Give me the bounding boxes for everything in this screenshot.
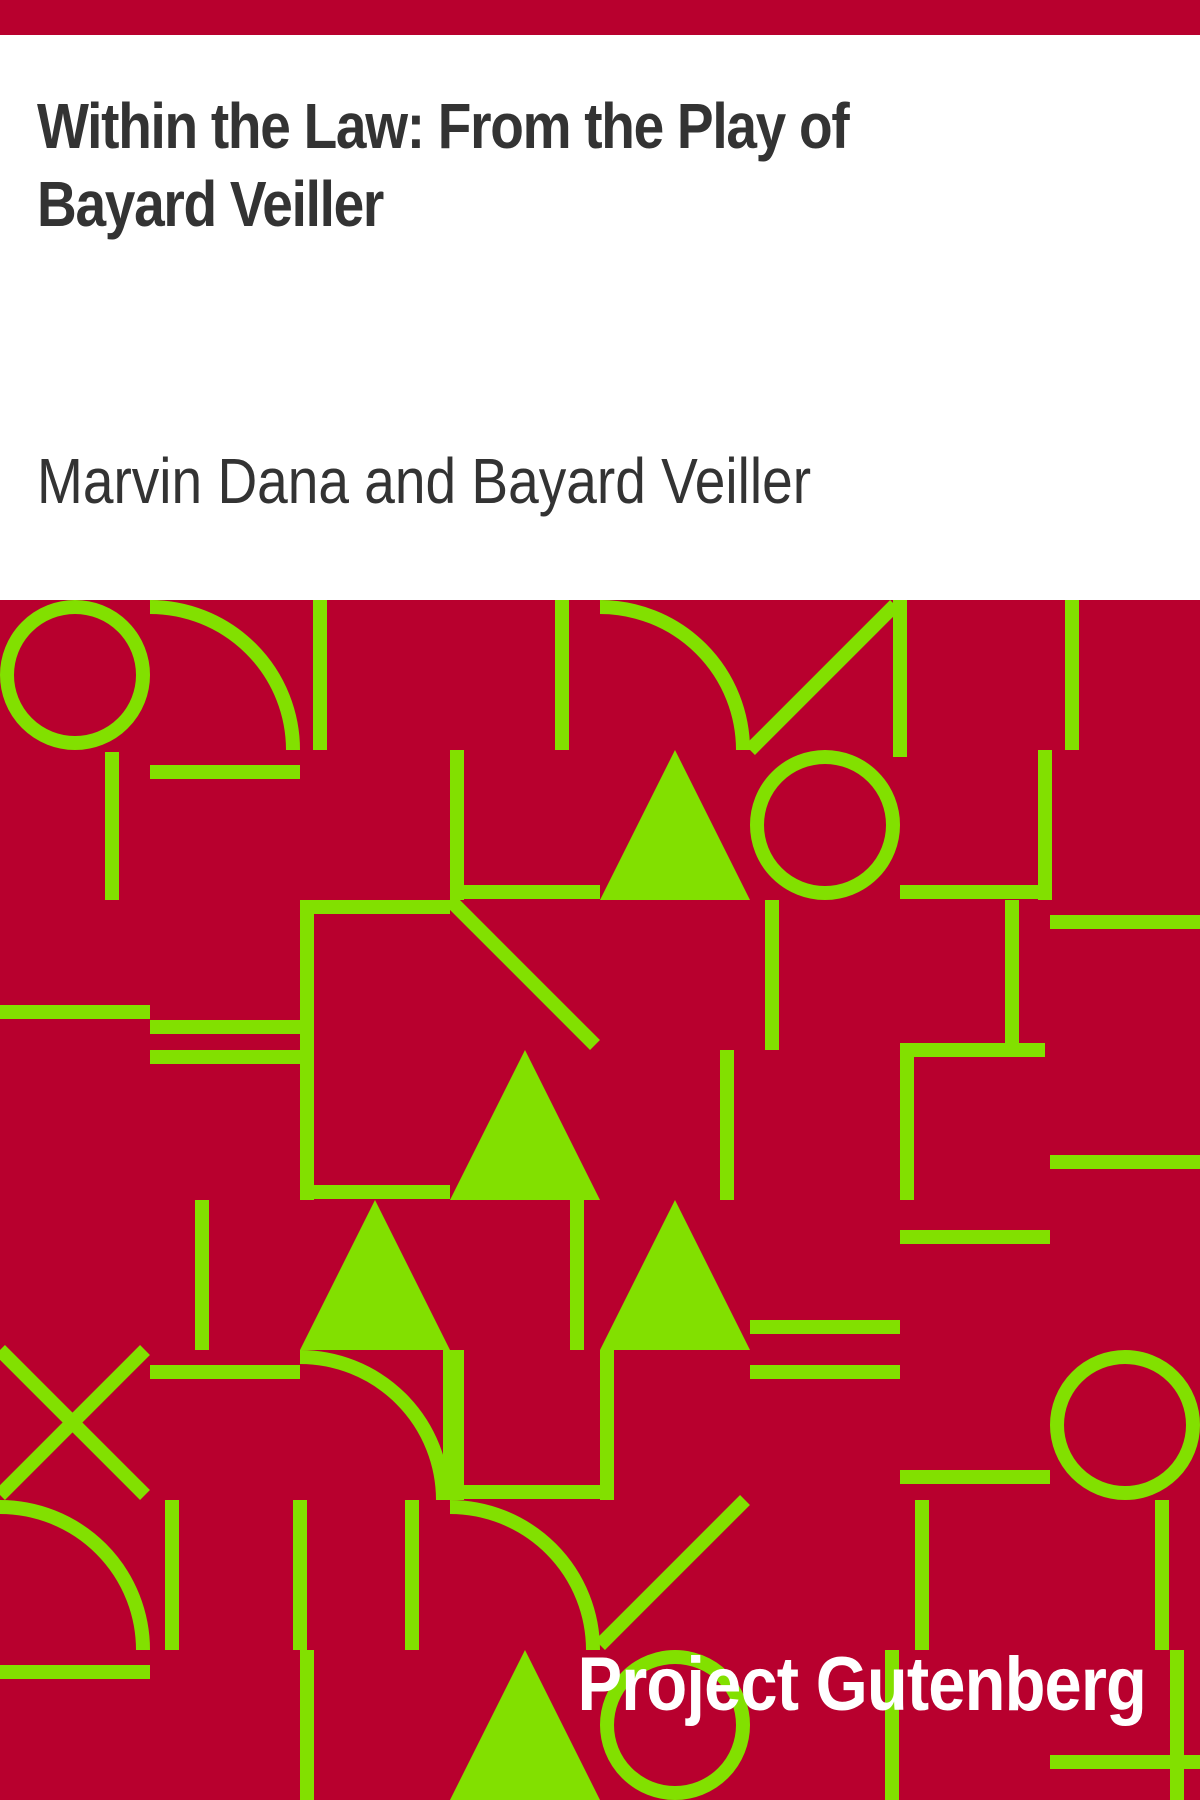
pattern-arc bbox=[599, 600, 750, 751]
geometric-pattern bbox=[0, 600, 1200, 1800]
pattern-shapes bbox=[0, 600, 1200, 1800]
pattern-diagonal bbox=[0, 1345, 150, 1500]
pattern-circle bbox=[600, 1650, 750, 1800]
pattern-triangle bbox=[450, 1050, 600, 1200]
top-color-band bbox=[0, 0, 1200, 35]
pattern-circle bbox=[1050, 1350, 1200, 1500]
pattern-arc bbox=[0, 1500, 150, 1651]
pattern-diagonal bbox=[745, 600, 900, 755]
pattern-step bbox=[900, 750, 1052, 899]
pattern-box bbox=[443, 1350, 614, 1499]
pattern-triangle bbox=[600, 1200, 750, 1350]
pattern-diagonal bbox=[595, 1495, 750, 1650]
pattern-box bbox=[300, 900, 450, 1199]
book-title: Within the Law: From the Play of Bayard … bbox=[37, 90, 850, 240]
pattern-step bbox=[450, 750, 600, 899]
pattern-circle bbox=[0, 600, 150, 750]
pattern-arc bbox=[149, 600, 300, 751]
pattern-triangle bbox=[600, 750, 750, 900]
pattern-arc bbox=[449, 1500, 600, 1651]
cover-header: Within the Law: From the Play of Bayard … bbox=[0, 35, 1200, 600]
pattern-triangle bbox=[450, 1650, 600, 1800]
pattern-arc bbox=[299, 1350, 450, 1501]
publisher-name: Project Gutenberg bbox=[577, 1642, 1147, 1727]
book-author: Marvin Dana and Bayard Veiller bbox=[37, 445, 812, 517]
pattern-circle bbox=[750, 750, 900, 900]
pattern-triangle bbox=[300, 1200, 450, 1350]
pattern-triangles bbox=[300, 750, 750, 1800]
pattern-box bbox=[900, 1043, 1045, 1200]
pattern-diagonal bbox=[445, 895, 600, 1050]
